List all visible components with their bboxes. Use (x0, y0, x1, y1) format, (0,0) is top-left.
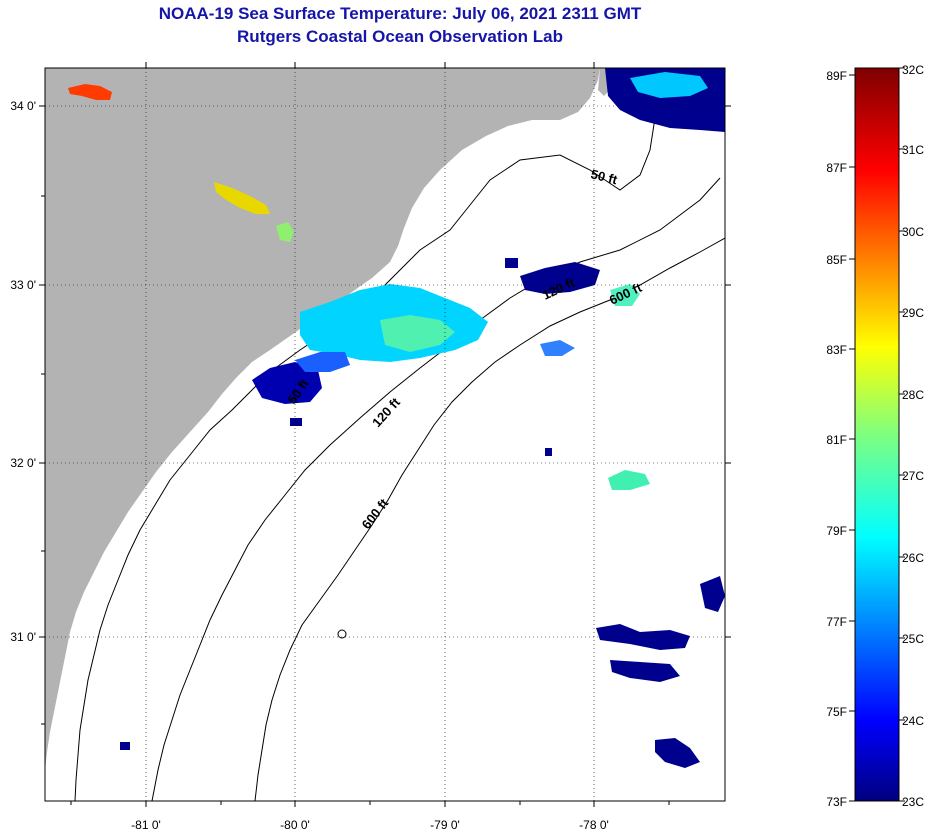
colorbar-gradient (854, 67, 900, 802)
lat-tick-label: 32 0' (10, 456, 36, 470)
contour-600ft (254, 237, 725, 801)
colorbar-f-label: 81F (826, 433, 847, 447)
colorbar-f-label: 89F (826, 69, 847, 83)
map-title: NOAA-19 Sea Surface Temperature: July 06… (158, 4, 642, 23)
colorbar-c-label: 29C (902, 306, 924, 320)
colorbar-f-label: 79F (826, 524, 847, 538)
lon-tick-label: -80 0' (280, 818, 310, 832)
seamount-contour (337, 629, 347, 639)
colorbar-c-label: 28C (902, 388, 924, 402)
map-frame (44, 67, 726, 802)
lat-tick-label: 34 0' (10, 99, 36, 113)
colorbar-f-label: 75F (826, 705, 847, 719)
colorbar-c-label: 30C (902, 225, 924, 239)
contour-label-50ft-north: 50 ft (589, 166, 619, 187)
colorbar-f-label: 85F (826, 253, 847, 267)
lon-tick-label: -81 0' (131, 818, 161, 832)
lat-tick-label: 33 0' (10, 278, 36, 292)
map-subtitle: Rutgers Coastal Ocean Observation Lab (237, 27, 563, 46)
tick-marks (39, 62, 731, 807)
colorbar-f-label: 73F (826, 795, 847, 809)
colorbar: 89F 87F 85F 83F 81F 79F 77F 75F 73F 32C … (826, 63, 924, 809)
colorbar-c-label: 27C (902, 469, 924, 483)
colorbar-c-label: 31C (902, 143, 924, 157)
colorbar-c-label: 32C (902, 63, 924, 77)
colorbar-f-label: 87F (826, 161, 847, 175)
colorbar-c-label: 26C (902, 551, 924, 565)
colorbar-f-label: 83F (826, 343, 847, 357)
colorbar-c-label: 24C (902, 714, 924, 728)
colorbar-f-label: 77F (826, 615, 847, 629)
lat-tick-label: 31 0' (10, 630, 36, 644)
sst-patches (55, 68, 725, 768)
grid-lines (45, 68, 725, 801)
colorbar-c-label: 23C (902, 795, 924, 809)
lon-tick-label: -79 0' (430, 818, 460, 832)
land-mass (45, 68, 600, 770)
lon-tick-label: -78 0' (579, 818, 609, 832)
colorbar-c-label: 25C (902, 632, 924, 646)
